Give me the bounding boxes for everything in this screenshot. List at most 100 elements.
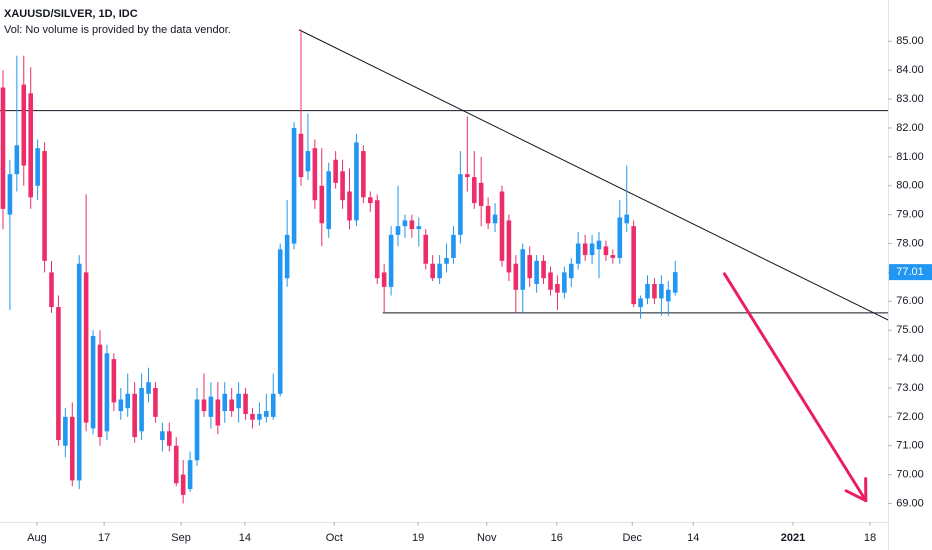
candle-body: [506, 220, 512, 273]
candle-body: [208, 396, 214, 417]
candle-body: [548, 272, 553, 290]
candle-body: [229, 399, 234, 412]
x-tick-label: 19: [412, 532, 424, 544]
candle-body: [541, 260, 546, 279]
y-tick-label: 75.00: [896, 324, 924, 336]
candle-body: [471, 177, 477, 204]
last-price-label: 77.01: [896, 266, 924, 278]
y-tick-label: 74.00: [896, 353, 924, 365]
candle-body: [270, 393, 276, 417]
candle-body: [458, 174, 463, 235]
candle-body: [555, 283, 560, 293]
y-tick-label: 69.00: [896, 497, 924, 509]
candle-body: [277, 249, 283, 394]
candle-body: [659, 283, 664, 299]
volume-note: Vol: No volume is provided by the data v…: [4, 24, 231, 36]
candle-body: [361, 151, 366, 198]
candle-body: [409, 220, 415, 230]
candle-body: [645, 283, 650, 299]
candle-body: [146, 382, 151, 394]
candle-body: [589, 243, 595, 256]
candle-body: [180, 474, 186, 495]
candle-body: [76, 263, 82, 481]
x-tick-label: 14: [239, 532, 251, 544]
candle-body: [139, 387, 144, 432]
candle-body: [388, 234, 394, 287]
candle-body: [367, 197, 373, 204]
candle-body: [575, 243, 581, 264]
candle-body: [631, 226, 636, 305]
candle-body: [14, 145, 20, 175]
candle-body: [534, 260, 539, 284]
symbol-title: XAUUSD/SILVER, 1D, IDC: [4, 8, 138, 20]
x-tick-label: Aug: [27, 532, 47, 544]
candle-body: [582, 243, 588, 256]
candle-body: [638, 298, 643, 308]
y-tick-label: 84.00: [896, 64, 924, 76]
candle-body: [243, 393, 248, 414]
y-tick-label: 71.00: [896, 440, 924, 452]
candle-body: [562, 272, 567, 293]
candle-body: [465, 174, 470, 178]
candle-body: [319, 185, 325, 224]
candle-body: [527, 255, 532, 279]
x-tick-label: 18: [864, 532, 876, 544]
candle-body: [347, 191, 352, 221]
y-tick-label: 72.00: [896, 411, 924, 423]
candle-body: [56, 307, 61, 440]
candle-body: [492, 214, 498, 224]
candle-body: [513, 263, 519, 290]
y-tick-label: 82.00: [896, 122, 924, 134]
x-tick-label: Dec: [622, 532, 642, 544]
candle-body: [236, 393, 241, 409]
arrow-shaft: [722, 272, 868, 503]
candle-body: [222, 393, 228, 412]
candle-body: [305, 151, 311, 172]
candle-body: [444, 257, 449, 264]
plot-area: [0, 29, 888, 504]
candle-body: [610, 255, 616, 258]
candle-body: [125, 393, 131, 409]
candle-body: [187, 460, 193, 490]
candle-body: [617, 217, 623, 258]
candle-body: [132, 393, 137, 438]
candle-body: [568, 263, 574, 279]
candle-body: [104, 353, 110, 432]
candle-body: [312, 148, 318, 201]
y-tick-label: 76.00: [896, 295, 924, 307]
candle-body: [201, 399, 207, 412]
trend-line: [298, 29, 888, 321]
candle-body: [160, 431, 165, 440]
candle-body: [381, 272, 387, 287]
candle-body: [264, 411, 269, 417]
candle-body: [28, 93, 34, 198]
candle-body: [284, 234, 290, 279]
y-tick-label: 81.00: [896, 151, 924, 163]
candle-body: [83, 272, 89, 423]
candle-body: [298, 133, 304, 178]
candle-body: [666, 289, 671, 302]
y-tick-label: 73.00: [896, 382, 924, 394]
candle-body: [7, 174, 13, 215]
candle-body: [257, 413, 262, 420]
candle-body: [63, 416, 68, 446]
y-tick-label: 80.00: [896, 180, 924, 192]
y-tick-label: 85.00: [896, 35, 924, 47]
candle-body: [69, 416, 75, 481]
candle-body: [291, 127, 297, 244]
candle-body: [423, 234, 429, 264]
candle-body: [49, 272, 54, 308]
candle-body: [624, 214, 630, 224]
candle-body: [603, 246, 609, 256]
candle-body: [326, 171, 332, 230]
x-tick-label: 17: [98, 532, 110, 544]
y-tick-label: 79.00: [896, 209, 924, 221]
candle-body: [340, 171, 345, 201]
candle-body: [520, 249, 526, 290]
x-tick-label: 16: [551, 532, 563, 544]
y-tick-label: 78.00: [896, 237, 924, 249]
candle-body: [596, 240, 602, 250]
candle-body: [21, 84, 27, 166]
candle-body: [354, 142, 359, 221]
